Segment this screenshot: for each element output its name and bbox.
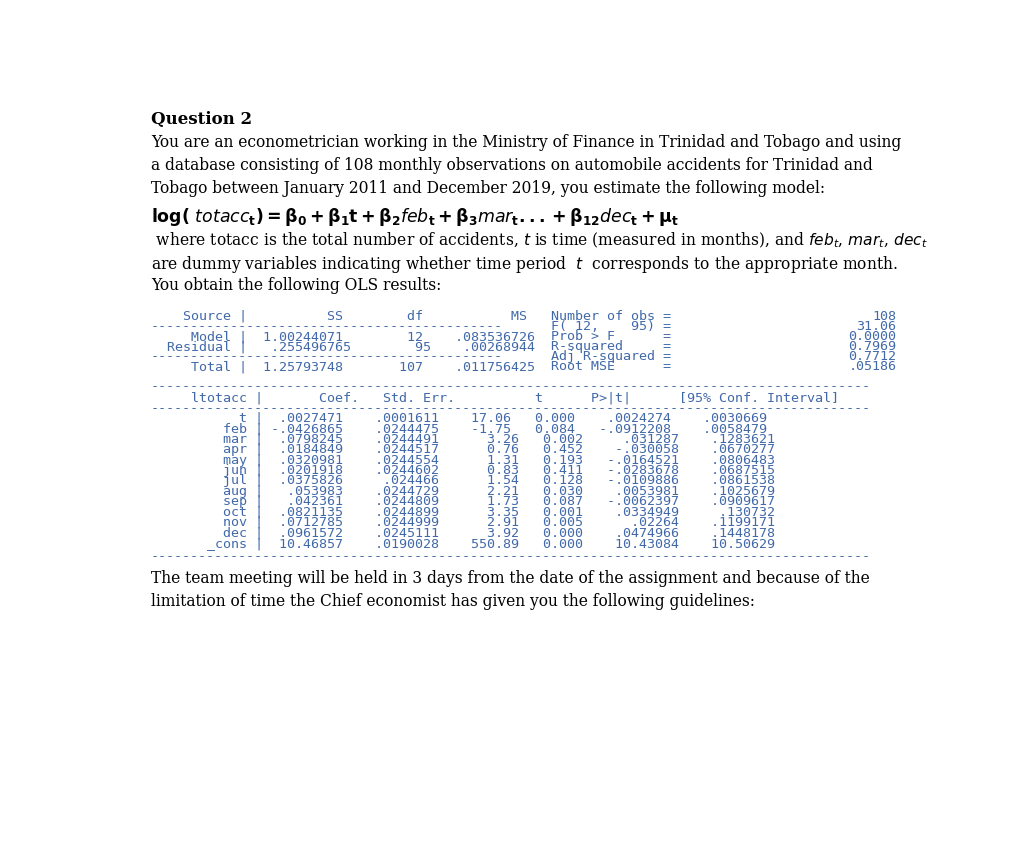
- Text: 108: 108: [872, 309, 896, 323]
- Text: apr |  .0184849    .0244517      0.76   0.452    -.030058    .0670277: apr | .0184849 .0244517 0.76 0.452 -.030…: [151, 443, 775, 457]
- Text: sep |   .042361    .0244809      1.73   0.087   -.0062397    .0909617: sep | .042361 .0244809 1.73 0.087 -.0062…: [151, 495, 775, 508]
- Text: --------------------------------------------------------------------------------: ----------------------------------------…: [151, 402, 871, 415]
- Text: F( 12,    95) =: F( 12, 95) =: [551, 320, 672, 334]
- Text: oct |  .0821135    .0244899      3.35   0.001    .0334949     .130732: oct | .0821135 .0244899 3.35 0.001 .0334…: [151, 506, 775, 518]
- Text: limitation of time the Chief economist has given you the following guidelines:: limitation of time the Chief economist h…: [151, 593, 754, 611]
- Text: a database consisting of 108 monthly observations on automobile accidents for Tr: a database consisting of 108 monthly obs…: [151, 157, 872, 174]
- Text: Residual |   .255496765        95    .00268944: Residual | .255496765 95 .00268944: [151, 340, 535, 353]
- Text: --------------------------------------------: ----------------------------------------…: [151, 320, 503, 334]
- Text: _cons |  10.46857    .0190028    550.89   0.000    10.43084    10.50629: _cons | 10.46857 .0190028 550.89 0.000 1…: [151, 537, 775, 550]
- Text: ltotacc |       Coef.   Std. Err.          t      P>|t|      [95% Conf. Interval: ltotacc | Coef. Std. Err. t P>|t| [95% C…: [151, 391, 839, 404]
- Text: Adj R-squared =: Adj R-squared =: [551, 351, 672, 363]
- Text: are dummy variables indicating whether time period  $\mathit{t}$  corresponds to: are dummy variables indicating whether t…: [151, 254, 898, 275]
- Text: R-squared     =: R-squared =: [551, 340, 672, 353]
- Text: Question 2: Question 2: [151, 111, 252, 128]
- Text: --------------------------------------------------------------------------------: ----------------------------------------…: [151, 380, 871, 393]
- Text: feb | -.0426865    .0244475    -1.75   0.084   -.0912208    .0058479: feb | -.0426865 .0244475 -1.75 0.084 -.0…: [151, 423, 767, 435]
- Text: where totacc is the total number of accidents, $\mathit{t}$ is time (measured in: where totacc is the total number of acci…: [151, 231, 928, 251]
- Text: dec |  .0961572    .0245111      3.92   0.000    .0474966    .1448178: dec | .0961572 .0245111 3.92 0.000 .0474…: [151, 526, 775, 540]
- Text: may |  .0320981    .0244554      1.31   0.193   -.0164521    .0806483: may | .0320981 .0244554 1.31 0.193 -.016…: [151, 453, 775, 467]
- Text: Source |          SS        df           MS: Source | SS df MS: [151, 309, 526, 323]
- Text: Total |  1.25793748       107    .011756425: Total | 1.25793748 107 .011756425: [151, 360, 535, 374]
- Text: .05186: .05186: [848, 360, 896, 374]
- Text: --------------------------------------------------------------------------------: ----------------------------------------…: [151, 551, 871, 563]
- Text: Tobago between January 2011 and December 2019, you estimate the following model:: Tobago between January 2011 and December…: [151, 180, 825, 197]
- Text: The team meeting will be held in 3 days from the date of the assignment and beca: The team meeting will be held in 3 days …: [151, 570, 869, 587]
- Text: You are an econometrician working in the Ministry of Finance in Trinidad and Tob: You are an econometrician working in the…: [151, 134, 901, 151]
- Text: Model |  1.00244071        12    .083536726: Model | 1.00244071 12 .083536726: [151, 330, 535, 343]
- Text: nov |  .0712785    .0244999      2.91   0.005      .02264    .1199171: nov | .0712785 .0244999 2.91 0.005 .0226…: [151, 516, 775, 529]
- Text: Prob > F      =: Prob > F =: [551, 330, 672, 343]
- Text: $\mathbf{log(\ \mathit{totacc}_t) = \beta_0 + \beta_1 t + \beta_2 \mathit{feb}_t: $\mathbf{log(\ \mathit{totacc}_t) = \bet…: [151, 207, 679, 229]
- Text: 0.7969: 0.7969: [848, 340, 896, 353]
- Text: Number of obs =: Number of obs =: [551, 309, 672, 323]
- Text: t |  .0027471    .0001611    17.06   0.000    .0024274    .0030669: t | .0027471 .0001611 17.06 0.000 .00242…: [151, 412, 767, 425]
- Text: jun |  .0201918    .0244602      0.83   0.411   -.0283678    .0687515: jun | .0201918 .0244602 0.83 0.411 -.028…: [151, 464, 775, 477]
- Text: 0.0000: 0.0000: [848, 330, 896, 343]
- Text: 0.7712: 0.7712: [848, 351, 896, 363]
- Text: mar |  .0798245    .0244491      3.26   0.002     .031287    .1283621: mar | .0798245 .0244491 3.26 0.002 .0312…: [151, 433, 775, 446]
- Text: --------------------------------------------: ----------------------------------------…: [151, 351, 503, 363]
- Text: jul |  .0375826     .024466      1.54   0.128   -.0109886    .0861538: jul | .0375826 .024466 1.54 0.128 -.0109…: [151, 474, 775, 487]
- Text: 31.06: 31.06: [857, 320, 896, 334]
- Text: Root MSE      =: Root MSE =: [551, 360, 672, 374]
- Text: aug |   .053983    .0244729      2.21   0.030    .0053981    .1025679: aug | .053983 .0244729 2.21 0.030 .00539…: [151, 484, 775, 498]
- Text: You obtain the following OLS results:: You obtain the following OLS results:: [151, 277, 441, 294]
